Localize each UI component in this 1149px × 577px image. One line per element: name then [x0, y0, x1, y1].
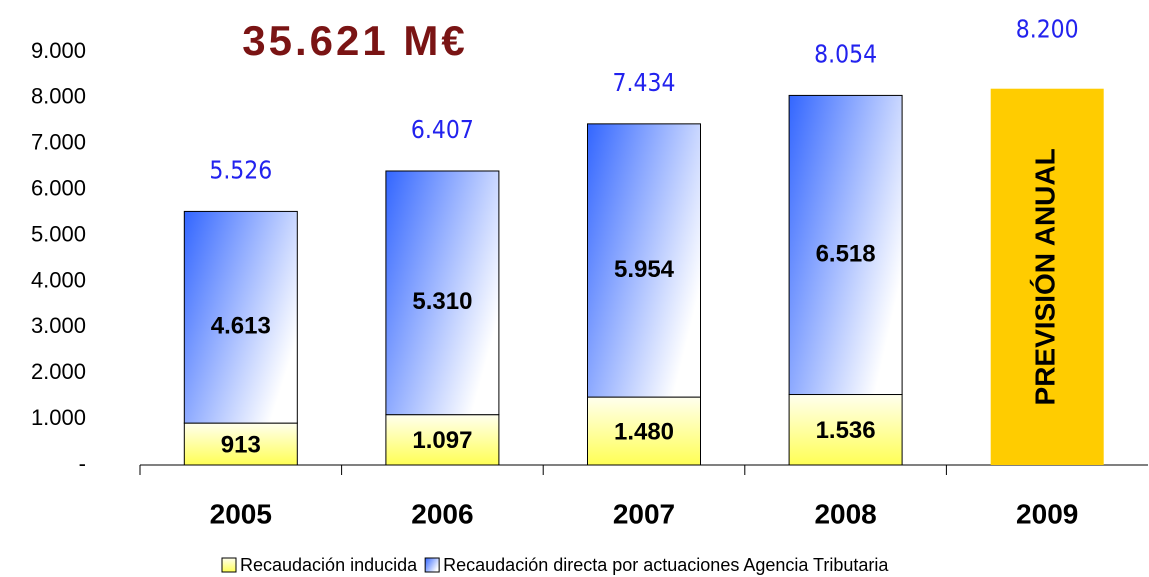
legend-swatch: [424, 557, 440, 573]
bar-segment: [183, 422, 298, 466]
total-label: 8.054: [814, 39, 877, 69]
y-tick-label: 1.000: [31, 405, 86, 430]
x-tick-label: 2008: [814, 498, 876, 529]
y-tick-label: 7.000: [31, 130, 86, 155]
y-tick-label: 2.000: [31, 359, 86, 384]
total-label: 5.526: [209, 155, 272, 185]
bar-segment: [587, 396, 701, 466]
legend-swatch: [221, 557, 237, 573]
x-tick-label: 2007: [613, 498, 675, 529]
y-tick-label: 5.000: [31, 221, 86, 246]
bar-segment: [788, 394, 903, 466]
bar-segment: [183, 210, 298, 424]
x-tick-label: 2006: [411, 498, 473, 529]
y-tick-label: 9.000: [31, 38, 86, 63]
chart-title: 35.621 M€: [242, 17, 467, 64]
y-tick-label: -: [79, 451, 86, 476]
total-label: 8.200: [1016, 14, 1079, 44]
y-tick-label: 8.000: [31, 84, 86, 109]
bar-segment: [788, 94, 903, 396]
x-tick-label: 2005: [210, 498, 272, 529]
segment-label: 5.954: [614, 256, 675, 283]
segment-label: 1.536: [816, 417, 876, 444]
y-tick-label: 6.000: [31, 175, 86, 200]
total-label: 6.407: [411, 115, 474, 145]
bar-segment: [385, 170, 500, 416]
segment-label: 4.613: [211, 313, 271, 340]
segment-label: 5.310: [412, 288, 472, 315]
y-tick-label: 4.000: [31, 267, 86, 292]
total-label: 7.434: [613, 67, 676, 97]
bar-segment: [385, 414, 500, 466]
y-tick-label: 3.000: [31, 313, 86, 338]
x-tick-label: 2009: [1016, 498, 1078, 529]
segment-label: 6.518: [816, 240, 876, 267]
segment-label: 1.097: [412, 427, 472, 454]
legend-label: Recaudación inducida: [240, 555, 418, 575]
bar-segment: [587, 123, 701, 398]
legend-label: Recaudación directa por actuaciones Agen…: [443, 555, 889, 575]
forecast-bar: [990, 88, 1104, 465]
forecast-label: PREVISIÓN ANUAL: [1030, 148, 1061, 405]
segment-label: 1.480: [614, 418, 674, 445]
segment-label: 913: [221, 431, 261, 458]
